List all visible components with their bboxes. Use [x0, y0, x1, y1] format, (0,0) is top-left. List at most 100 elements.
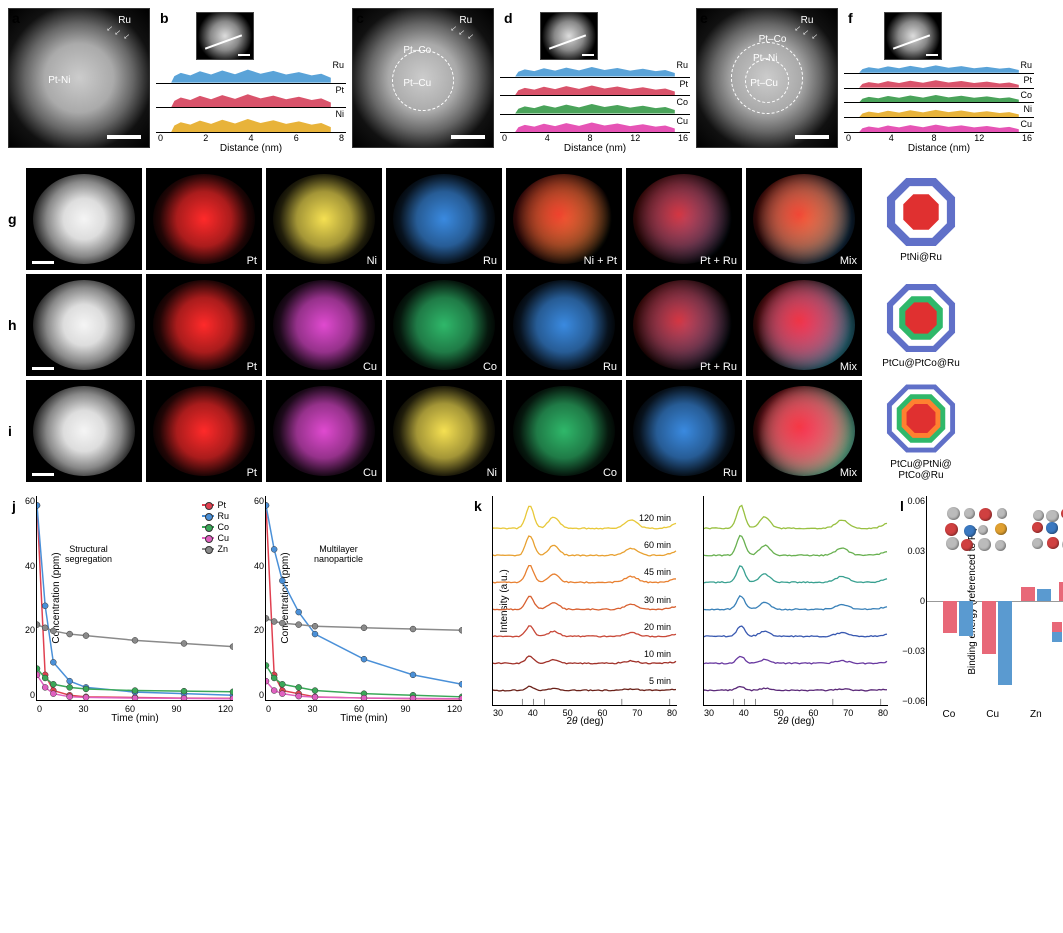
- series-marker: [230, 644, 233, 650]
- series-marker: [67, 678, 73, 684]
- j-chart: Concentration (ppm)Time (min)03060901200…: [36, 496, 233, 701]
- atom-icon: [945, 523, 958, 536]
- line-profile: RuPtCoNiCu0481216Distance (nm): [844, 8, 1034, 158]
- element-label: Pt: [247, 255, 257, 267]
- series-marker: [266, 662, 269, 668]
- label-k: k: [474, 498, 482, 514]
- xlabel: Distance (nm): [156, 143, 346, 154]
- panel-label: f: [848, 10, 853, 26]
- series-marker: [42, 684, 48, 690]
- atom-icon: [995, 523, 1007, 535]
- series-marker: [361, 656, 367, 662]
- series-marker: [410, 695, 416, 700]
- stem-panel: ePt–CoPt–NiPt–CuRu↓↓↓: [696, 8, 838, 158]
- series-line: [37, 505, 233, 698]
- hex-model: [884, 175, 958, 249]
- ru-arrow-icon: ↓: [464, 31, 476, 42]
- cat-label: Cu: [986, 709, 999, 720]
- atom-icon: [1032, 522, 1043, 533]
- series-marker: [266, 615, 269, 621]
- series-marker: [67, 684, 73, 690]
- series-marker: [37, 502, 40, 508]
- xlabel: Time (min): [111, 713, 158, 724]
- trace-fill: [171, 66, 331, 82]
- element-label: Mix: [840, 361, 857, 373]
- eds-map: Pt + Ru: [626, 274, 742, 376]
- series-marker: [312, 631, 318, 637]
- panel-label: b: [160, 10, 169, 26]
- xaxis: 02468Distance (nm): [156, 133, 346, 158]
- trace: Ru: [844, 60, 1034, 74]
- atom-icon: [1047, 537, 1059, 549]
- trace-label: Ru: [676, 60, 688, 70]
- series-marker: [67, 631, 73, 637]
- stem-image: Pt–CoPt–CuRu↓↓↓: [352, 8, 494, 148]
- element-label: Ru: [723, 467, 737, 479]
- xrd-trace: [493, 626, 676, 637]
- trace-label: Co: [676, 97, 688, 107]
- xaxis: 0481216Distance (nm): [500, 133, 690, 158]
- series-marker: [361, 695, 367, 700]
- series-marker: [361, 625, 367, 631]
- hex-outline: [29, 28, 130, 127]
- j-inset-label: Structural segregation: [65, 544, 112, 564]
- k-chart: 2θ (deg)304050607080: [703, 496, 888, 706]
- series-line: [37, 505, 233, 695]
- xrd-trace: [704, 536, 887, 556]
- series-marker: [459, 627, 462, 633]
- trace-fill: [515, 120, 675, 132]
- panel-label: h: [8, 317, 17, 333]
- element-label: Cu: [363, 361, 377, 373]
- eds-map: Mix: [746, 380, 862, 482]
- map-dots: [633, 280, 735, 370]
- series-marker: [271, 688, 277, 694]
- map-dots: [633, 386, 735, 476]
- atom-icon: [961, 539, 973, 551]
- img-annotation: Ru: [459, 15, 472, 26]
- cat-label: Zn: [1030, 709, 1042, 720]
- series-marker: [279, 681, 285, 687]
- img-annotation: Pt–Co: [759, 34, 787, 45]
- trace: Pt: [500, 79, 690, 97]
- map-dots: [393, 386, 495, 476]
- atom-icon: [947, 507, 960, 520]
- map-dots: [153, 386, 255, 476]
- series-marker: [132, 695, 138, 700]
- legend-swatch: [1052, 632, 1062, 642]
- eds-map: Mix: [746, 168, 862, 270]
- atom-icon: [964, 525, 977, 538]
- xrd-trace: [493, 686, 676, 691]
- eds-map: Ni + Pt: [506, 168, 622, 270]
- eds-map: Pt + Ru: [626, 168, 742, 270]
- img-annotation: Ru: [118, 15, 131, 26]
- xrd-trace: [704, 596, 887, 610]
- series-marker: [42, 675, 48, 681]
- panel-j: j Concentration (ppm)Time (min)030609012…: [8, 496, 462, 727]
- atom-cluster: [935, 500, 1015, 560]
- legend: Se-freeWith Se: [1052, 622, 1063, 642]
- xticks: 0306090120: [37, 704, 233, 714]
- trace-fill: [859, 108, 1019, 117]
- series-marker: [312, 694, 318, 700]
- xrd-trace: [704, 656, 887, 664]
- profile-inset: [884, 12, 942, 60]
- xticks: CoCuZnRu: [927, 709, 1063, 720]
- schematic-caption: PtNi@Ru: [900, 252, 942, 263]
- atom-cluster: [1019, 500, 1063, 560]
- series-marker: [271, 546, 277, 552]
- atom-icon: [978, 525, 989, 536]
- maps-row: hPtCuCoRuPt + RuMixPtCu@PtCo@Ru: [8, 274, 1055, 376]
- scalebar: [32, 261, 54, 264]
- trace: Pt: [844, 75, 1034, 89]
- k-chart: Intensity (a.u.)2θ (deg)3040506070805 mi…: [492, 496, 677, 706]
- atom-icon: [978, 538, 991, 551]
- atom-icon: [964, 508, 975, 519]
- xlabel: Distance (nm): [844, 143, 1034, 154]
- l-chart: Binding energy (referenced to Pt) Pt 0.0…: [926, 496, 1063, 706]
- trace-label: Pt: [335, 85, 344, 95]
- series-marker: [42, 625, 48, 631]
- eds-map: Mix: [746, 274, 862, 376]
- profile-panel: bRuPtNi02468Distance (nm): [156, 8, 346, 158]
- atom-icon: [1032, 538, 1043, 549]
- l-bar: [982, 601, 996, 654]
